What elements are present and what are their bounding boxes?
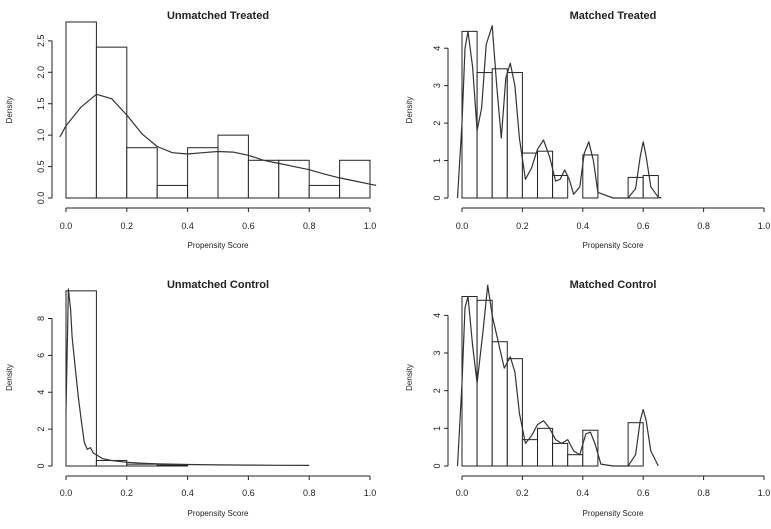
histogram-bar (156, 464, 189, 467)
histogram-bar (476, 299, 493, 467)
histogram-bar (217, 134, 249, 199)
x-tick-label: 1.0 (758, 488, 771, 498)
density-curve (456, 25, 662, 199)
x-tick-label: 0.8 (303, 221, 316, 231)
x-tick-label: 0.2 (516, 221, 529, 231)
y-tick-label: 2.5 (36, 35, 46, 48)
x-tick-label: 0.0 (60, 221, 73, 231)
y-tick-label: 0 (432, 463, 442, 468)
x-tick-label: 0.0 (456, 488, 469, 498)
unmatched-control-title: Unmatched Control (167, 279, 269, 291)
y-tick-label: 2.0 (36, 66, 46, 79)
y-tick-label: 4 (432, 46, 442, 51)
matched-treated-panel: Matched Treated 0.0 0.2 0.4 0.6 0.8 1.0 Propens… (405, 10, 770, 250)
x-tick-label: 0.2 (121, 488, 134, 498)
x-axis-label: Propensity Score (188, 241, 249, 250)
x-tick-label: 0.8 (697, 488, 710, 498)
y-tick-label: 1.5 (36, 97, 46, 110)
y-tick-label: 0 (36, 463, 46, 468)
y-axis-label: Density (5, 364, 14, 391)
histogram-bar (537, 150, 554, 199)
unmatched-treated-panel: Unmatched Treated 0.0 0.2 0.4 0.6 0.8 1.0 Prope… (5, 10, 376, 250)
y-tick-label: 1 (432, 426, 442, 431)
histogram-bar (582, 429, 599, 467)
y-tick-label: 3 (432, 351, 442, 356)
histogram-bar (65, 21, 97, 199)
density-curve (59, 93, 377, 186)
histogram-bar (278, 159, 310, 199)
histogram-bar (552, 442, 569, 467)
histogram-bar (95, 46, 128, 199)
x-tick-label: 0.6 (637, 221, 650, 231)
histogram-bar (126, 147, 158, 199)
histogram-bar (491, 341, 508, 467)
histogram-bar (308, 184, 341, 199)
histogram-bar (126, 463, 158, 467)
histogram-bar (247, 159, 280, 199)
histogram-bar (521, 439, 539, 467)
histogram-bar (537, 427, 554, 467)
histogram-bar (506, 72, 523, 199)
histogram-bar (506, 358, 523, 467)
y-tick-label: 2 (432, 388, 442, 393)
y-tick-label: 0 (432, 195, 442, 200)
matched-treated-title: Matched Treated (570, 10, 657, 22)
x-tick-label: 0.4 (577, 221, 590, 231)
x-tick-label: 0.8 (697, 221, 710, 231)
y-axis-label: Density (5, 97, 14, 124)
x-tick-label: 0.2 (121, 221, 134, 231)
x-axis-label: Propensity Score (188, 509, 249, 518)
x-tick-label: 0.4 (181, 488, 194, 498)
y-tick-label: 8 (36, 316, 46, 321)
y-tick-label: 1 (432, 158, 442, 163)
unmatched-control-panel: Unmatched Control 0.0 0.2 0.4 0.6 0.8 1.0 Prope… (5, 279, 376, 518)
y-tick-label: 0.0 (36, 192, 46, 205)
x-tick-label: 0.0 (60, 488, 73, 498)
y-tick-label: 1.0 (36, 129, 46, 142)
x-tick-label: 0.4 (577, 488, 590, 498)
x-axis-label: Propensity Score (583, 241, 644, 250)
histogram-bar (156, 184, 189, 199)
density-curve (456, 284, 659, 467)
x-tick-label: 0.2 (516, 488, 529, 498)
x-tick-label: 0.6 (637, 488, 650, 498)
histogram-bar (567, 454, 584, 467)
histogram-bar (476, 72, 493, 199)
y-tick-label: 2 (36, 427, 46, 432)
x-tick-label: 0.8 (303, 488, 316, 498)
y-tick-label: 4 (36, 390, 46, 395)
y-axis-label: Density (405, 97, 414, 124)
matched-control-panel: Matched Control 0.0 0.2 0.4 0.6 0.8 1.0 Propens… (405, 279, 770, 518)
y-tick-label: 4 (432, 313, 442, 318)
y-tick-label: 6 (36, 353, 46, 358)
histogram-bar (187, 147, 219, 199)
x-tick-label: 1.0 (364, 221, 377, 231)
x-tick-label: 1.0 (758, 221, 771, 231)
matched-control-title: Matched Control (570, 279, 657, 291)
histogram-bar (627, 422, 644, 467)
density-curve (65, 288, 310, 466)
x-tick-label: 0.4 (181, 221, 194, 231)
y-tick-label: 2 (432, 121, 442, 126)
x-tick-label: 0.6 (242, 488, 255, 498)
x-tick-label: 0.6 (242, 221, 255, 231)
y-tick-label: 0.5 (36, 160, 46, 173)
y-tick-label: 3 (432, 83, 442, 88)
x-tick-label: 0.0 (456, 221, 469, 231)
y-axis-label: Density (405, 364, 414, 391)
x-tick-label: 1.0 (364, 488, 377, 498)
unmatched-treated-title: Unmatched Treated (167, 10, 269, 22)
x-axis-label: Propensity Score (583, 509, 644, 518)
